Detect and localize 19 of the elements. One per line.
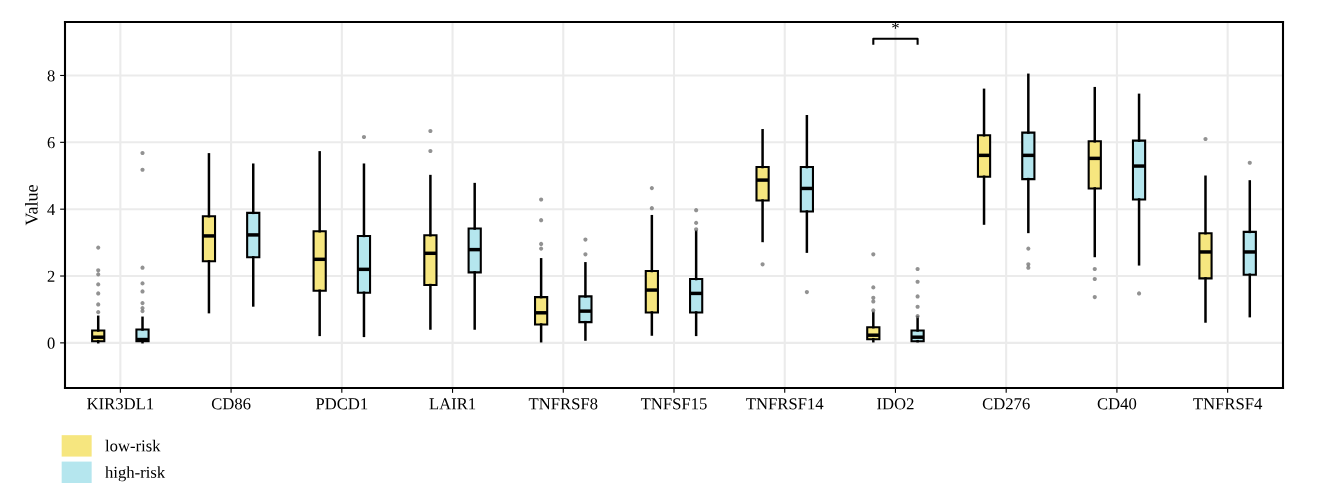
legend-label: high-risk [105,466,166,482]
legend-label: low-risk [105,439,161,452]
x-tick-label: CD86 [211,398,251,410]
x-tick-label: KIR3DL1 [87,398,154,410]
x-tick-label: TNFRSF14 [746,398,824,410]
x-tick-label: CD40 [1097,398,1137,410]
y-tick-label: 6 [47,137,55,149]
y-tick-label: 4 [47,203,56,215]
x-tick-label: TNFSF15 [640,398,707,410]
x-tick-label: PDCD1 [315,398,368,410]
x-tick-label: TNFRSF8 [528,398,598,410]
y-tick-label: 2 [47,270,55,282]
x-tick-label: IDO2 [877,398,914,410]
y-tick-label: 8 [47,70,55,82]
x-tick-label: TNFRSF4 [1193,398,1263,410]
x-tick-label: CD276 [982,398,1030,410]
y-axis-title: Value [25,185,38,226]
x-tick-label: LAIR1 [429,398,476,410]
y-tick-label: 0 [47,337,55,349]
